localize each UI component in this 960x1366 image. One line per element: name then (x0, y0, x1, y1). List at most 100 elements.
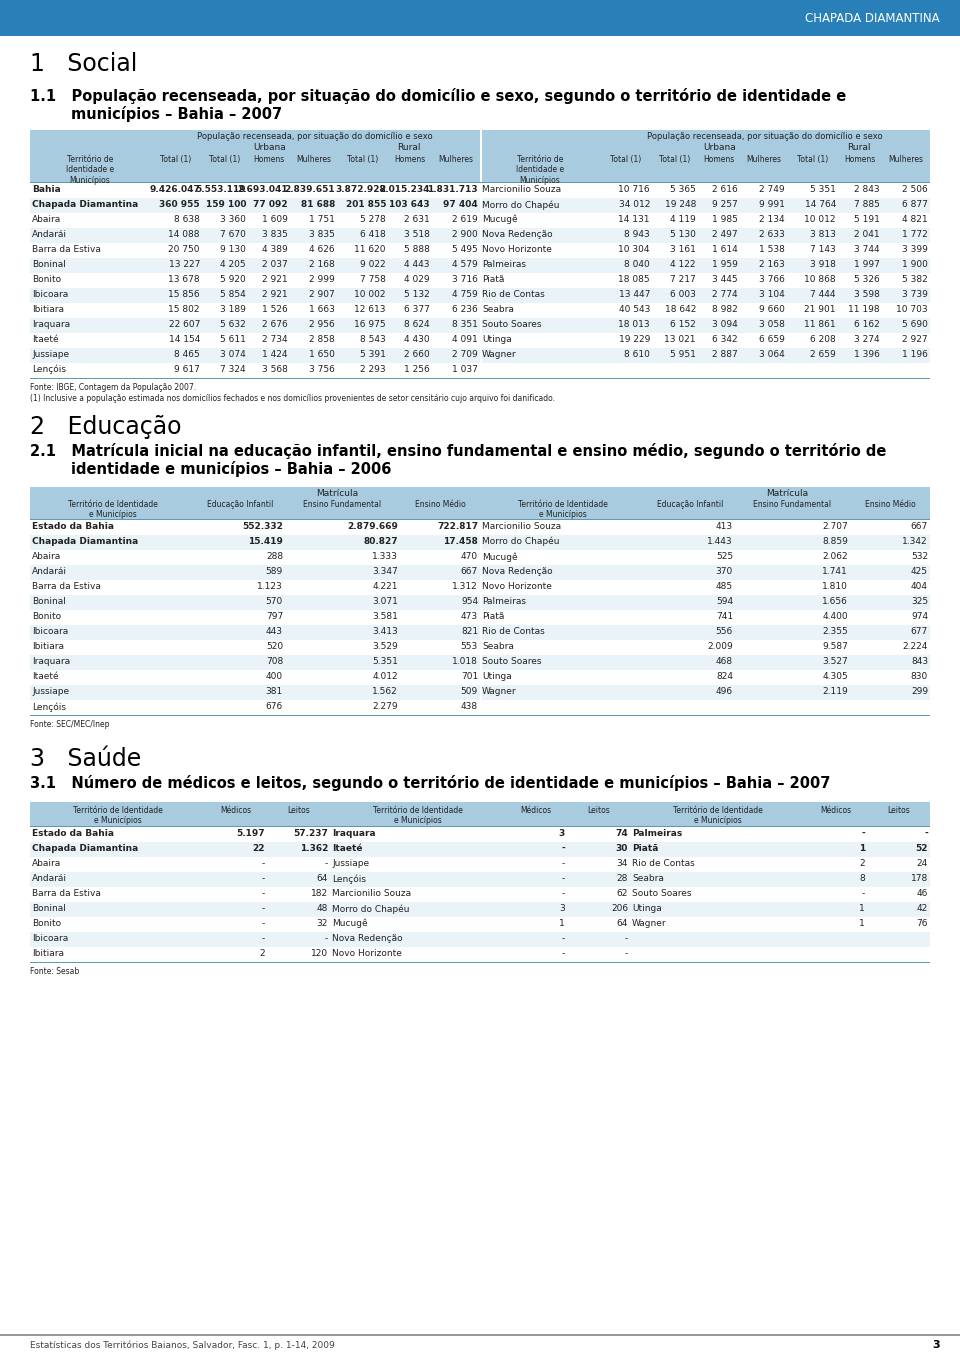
Text: 1: 1 (560, 919, 565, 928)
Text: Jussiape: Jussiape (32, 350, 69, 359)
Text: 3.071: 3.071 (372, 597, 398, 607)
Bar (30, 130, 150, 182)
Text: Território de Identidade
e Municípios: Território de Identidade e Municípios (517, 500, 608, 519)
Text: 14 088: 14 088 (169, 229, 200, 239)
Text: Ibitiara: Ibitiara (32, 949, 64, 958)
Text: Médicos: Médicos (221, 806, 252, 816)
Text: 2.015.234: 2.015.234 (379, 184, 430, 194)
Text: 30: 30 (615, 844, 628, 852)
Text: 4.305: 4.305 (823, 672, 848, 682)
Text: 7 758: 7 758 (360, 275, 386, 284)
Text: 1 751: 1 751 (309, 214, 335, 224)
Text: 206: 206 (611, 904, 628, 912)
Bar (30, 213, 480, 228)
Text: 1 900: 1 900 (902, 260, 928, 269)
Text: 6 152: 6 152 (670, 320, 696, 329)
Text: Ensino Médio: Ensino Médio (865, 500, 916, 510)
Bar (30, 566, 480, 581)
Bar (482, 243, 930, 258)
Bar (838, 130, 882, 182)
Bar (30, 917, 330, 932)
Text: 3 399: 3 399 (902, 245, 928, 254)
Text: 10 868: 10 868 (804, 275, 836, 284)
Text: Nova Redenção: Nova Redenção (482, 229, 553, 239)
Bar (482, 333, 930, 348)
Text: Total (1): Total (1) (160, 154, 192, 164)
Bar (482, 581, 930, 596)
Bar (30, 488, 195, 519)
Text: Chapada Diamantina: Chapada Diamantina (32, 537, 138, 546)
Text: 3: 3 (560, 904, 565, 912)
Text: 2 631: 2 631 (404, 214, 430, 224)
Text: 3 835: 3 835 (262, 229, 288, 239)
Text: Urbana: Urbana (253, 143, 286, 152)
Text: -: - (562, 934, 565, 943)
Text: 1.333: 1.333 (372, 552, 398, 561)
Text: Fonte: SEC/MEC/Inep: Fonte: SEC/MEC/Inep (30, 720, 109, 729)
Bar (787, 130, 838, 182)
Text: 3.872.928: 3.872.928 (335, 184, 386, 194)
Bar (482, 288, 930, 303)
Text: 42: 42 (917, 904, 928, 912)
Text: 7 885: 7 885 (854, 199, 880, 209)
Text: Mulheres: Mulheres (296, 154, 331, 164)
Text: 2.879.669: 2.879.669 (348, 522, 398, 531)
Text: 3 518: 3 518 (404, 229, 430, 239)
Text: 3.347: 3.347 (372, 567, 398, 576)
Text: 5 632: 5 632 (220, 320, 246, 329)
Text: 413: 413 (716, 522, 733, 531)
Text: 2 633: 2 633 (759, 229, 785, 239)
Text: -: - (861, 829, 865, 837)
Text: 1.443: 1.443 (708, 537, 733, 546)
Text: Rio de Contas: Rio de Contas (632, 859, 695, 867)
Text: Território de Identidade
e Municípios: Território de Identidade e Municípios (73, 806, 162, 825)
Text: 8 610: 8 610 (624, 350, 650, 359)
Text: 4 759: 4 759 (452, 290, 478, 299)
Bar (630, 841, 930, 856)
Bar (482, 228, 930, 243)
Text: 13 021: 13 021 (664, 335, 696, 344)
Text: 1 772: 1 772 (902, 229, 928, 239)
Text: 1 526: 1 526 (262, 305, 288, 314)
Text: Total (1): Total (1) (209, 154, 241, 164)
Text: 821: 821 (461, 627, 478, 637)
Text: Lençóis: Lençóis (332, 874, 366, 884)
Text: Matrícula: Matrícula (766, 489, 808, 499)
Text: Matrícula: Matrícula (317, 489, 359, 499)
Text: Mucugê: Mucugê (332, 919, 368, 929)
Text: 470: 470 (461, 552, 478, 561)
Bar (30, 641, 480, 656)
Text: -: - (262, 874, 265, 882)
Bar (30, 611, 480, 626)
Text: 473: 473 (461, 612, 478, 622)
Bar (630, 932, 930, 947)
Bar (482, 684, 930, 699)
Text: 1 985: 1 985 (712, 214, 738, 224)
Bar (285, 488, 400, 519)
Text: 1 256: 1 256 (404, 365, 430, 374)
Text: 8 040: 8 040 (624, 260, 650, 269)
Text: -: - (924, 829, 928, 837)
Text: 80.827: 80.827 (364, 537, 398, 546)
Text: 3 813: 3 813 (810, 229, 836, 239)
Text: 62: 62 (616, 889, 628, 897)
Text: 532: 532 (911, 552, 928, 561)
Text: Ibicoara: Ibicoara (32, 934, 68, 943)
Text: 1: 1 (859, 919, 865, 928)
Text: 5 391: 5 391 (360, 350, 386, 359)
Bar (30, 947, 330, 962)
Bar (630, 887, 930, 902)
Bar (482, 566, 930, 581)
Text: 22 607: 22 607 (169, 320, 200, 329)
Text: Total (1): Total (1) (611, 154, 641, 164)
Text: 677: 677 (911, 627, 928, 637)
Text: 159 100: 159 100 (205, 199, 246, 209)
Bar (30, 596, 480, 611)
Text: 2 734: 2 734 (262, 335, 288, 344)
Bar (337, 130, 388, 182)
Text: Utinga: Utinga (632, 904, 661, 912)
Text: 496: 496 (716, 687, 733, 697)
Text: 4 443: 4 443 (404, 260, 430, 269)
Text: 570: 570 (266, 597, 283, 607)
Bar (30, 333, 480, 348)
